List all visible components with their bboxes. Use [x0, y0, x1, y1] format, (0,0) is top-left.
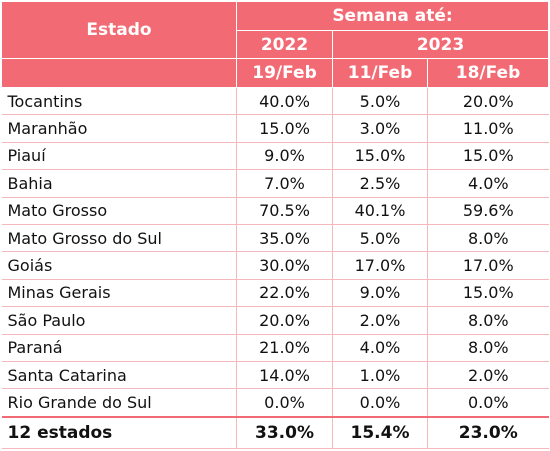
row-estado: Piauí — [1, 142, 237, 171]
row-value-2: 5.0% — [332, 224, 428, 253]
header-blank — [1, 58, 237, 88]
row-value-1: 0.0% — [236, 388, 333, 418]
table-body: Tocantins 40.0% 5.0% 20.0% Maranhão 15.0% 3.0%… — [1, 87, 549, 418]
total-row: 12 estados 33.0% 15.4% 23.0% — [1, 416, 549, 449]
row-value-3: 11.0% — [426, 114, 549, 143]
row-value-2: 15.0% — [332, 142, 428, 171]
header-year-2023: 2023 — [331, 30, 550, 59]
row-value-3: 8.0% — [426, 306, 549, 335]
row-value-3: 0.0% — [426, 388, 549, 418]
row-value-2: 2.5% — [332, 169, 428, 198]
table-row: Mato Grosso 70.5% 40.1% 59.6% — [1, 197, 549, 225]
total-value-1: 33.0% — [236, 416, 333, 449]
row-value-1: 20.0% — [236, 306, 333, 335]
row-value-3: 17.0% — [426, 251, 549, 280]
row-value-3: 4.0% — [426, 169, 549, 198]
row-value-2: 40.1% — [332, 197, 428, 225]
row-estado: Santa Catarina — [1, 361, 237, 390]
table-footer: 12 estados 33.0% 15.4% 23.0% — [1, 416, 549, 449]
table-row: Minas Gerais 22.0% 9.0% 15.0% — [1, 279, 549, 308]
row-value-1: 35.0% — [236, 224, 333, 253]
table-row: Santa Catarina 14.0% 1.0% 2.0% — [1, 361, 549, 390]
table-header: Estado Semana até: 2022 2023 19/Feb 11/F… — [1, 1, 550, 88]
total-value-3: 23.0% — [426, 416, 549, 449]
header-semana: Semana até: — [235, 1, 550, 31]
header-week-2: 11/Feb — [332, 58, 428, 88]
header-estado: Estado — [1, 1, 237, 59]
row-value-2: 0.0% — [332, 388, 428, 418]
row-value-1: 9.0% — [236, 142, 333, 171]
row-value-3: 2.0% — [426, 361, 549, 390]
row-value-3: 15.0% — [426, 142, 549, 171]
row-estado: Mato Grosso — [1, 197, 237, 225]
row-estado: Mato Grosso do Sul — [1, 224, 237, 253]
row-value-1: 21.0% — [236, 334, 333, 362]
row-value-1: 30.0% — [236, 251, 333, 280]
row-value-2: 9.0% — [332, 279, 428, 308]
total-label: 12 estados — [1, 416, 237, 449]
row-value-1: 70.5% — [236, 197, 333, 225]
table-row: Maranhão 15.0% 3.0% 11.0% — [1, 114, 549, 143]
table-row: Bahia 7.0% 2.5% 4.0% — [1, 169, 549, 198]
row-estado: São Paulo — [1, 306, 237, 335]
row-estado: Goiás — [1, 251, 237, 280]
row-value-3: 59.6% — [426, 197, 549, 225]
row-value-2: 3.0% — [332, 114, 428, 143]
row-value-1: 40.0% — [236, 87, 333, 116]
row-value-2: 4.0% — [332, 334, 428, 362]
row-value-2: 2.0% — [332, 306, 428, 335]
row-value-3: 8.0% — [426, 334, 549, 362]
row-value-2: 1.0% — [332, 361, 428, 390]
row-value-3: 15.0% — [426, 279, 549, 308]
table-row: Tocantins 40.0% 5.0% 20.0% — [1, 87, 549, 116]
total-value-2: 15.4% — [332, 416, 428, 449]
table-row: Rio Grande do Sul 0.0% 0.0% 0.0% — [1, 388, 549, 418]
header-week-3: 18/Feb — [426, 58, 550, 88]
row-value-2: 5.0% — [332, 87, 428, 116]
row-value-2: 17.0% — [332, 251, 428, 280]
header-week-1: 19/Feb — [236, 58, 333, 88]
row-estado: Paraná — [1, 334, 237, 362]
table-row: Paraná 21.0% 4.0% 8.0% — [1, 334, 549, 362]
row-estado: Bahia — [1, 169, 237, 198]
row-estado: Maranhão — [1, 114, 237, 143]
row-value-1: 22.0% — [236, 279, 333, 308]
row-value-1: 7.0% — [236, 169, 333, 198]
row-value-1: 15.0% — [236, 114, 333, 143]
row-estado: Rio Grande do Sul — [1, 388, 237, 418]
row-estado: Minas Gerais — [1, 279, 237, 308]
row-value-3: 20.0% — [426, 87, 549, 116]
row-value-1: 14.0% — [236, 361, 333, 390]
header-year-2022: 2022 — [236, 30, 333, 59]
row-value-3: 8.0% — [426, 224, 549, 253]
table-row: São Paulo 20.0% 2.0% 8.0% — [1, 306, 549, 335]
row-estado: Tocantins — [1, 87, 237, 116]
table-row: Goiás 30.0% 17.0% 17.0% — [1, 251, 549, 280]
table-row: Mato Grosso do Sul 35.0% 5.0% 8.0% — [1, 224, 549, 253]
table-row: Piauí 9.0% 15.0% 15.0% — [1, 142, 549, 171]
